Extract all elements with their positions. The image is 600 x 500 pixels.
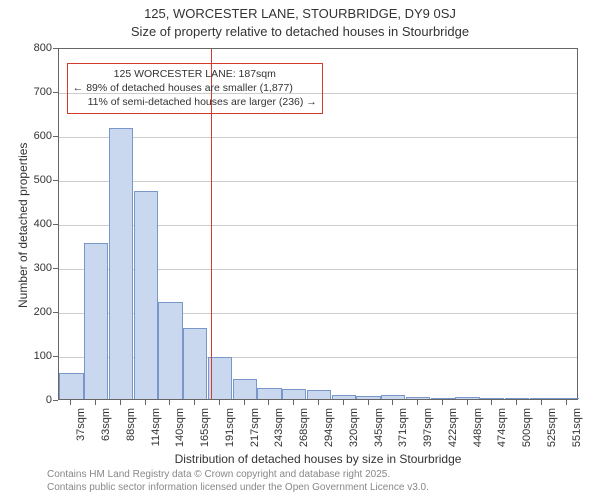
histogram-bar (356, 396, 380, 399)
grid-line (59, 181, 577, 182)
x-tick-label: 422sqm (447, 408, 459, 458)
y-tick-mark (53, 356, 58, 357)
histogram-bar (183, 328, 207, 399)
histogram-bar (282, 389, 306, 399)
histogram-bar (109, 128, 133, 399)
y-tick-mark (53, 400, 58, 401)
y-tick-mark (53, 268, 58, 269)
histogram-bar (59, 373, 83, 399)
grid-line (59, 137, 577, 138)
x-tick-mark (442, 400, 443, 405)
y-tick-mark (53, 136, 58, 137)
x-tick-mark (145, 400, 146, 405)
x-tick-label: 63sqm (100, 408, 112, 458)
annotation-line: 125 WORCESTER LANE: 187sqm (73, 67, 317, 81)
x-tick-label: 320sqm (348, 408, 360, 458)
x-tick-label: 217sqm (249, 408, 261, 458)
x-tick-mark (541, 400, 542, 405)
y-tick-label: 600 (18, 130, 52, 142)
chart-title-main: 125, WORCESTER LANE, STOURBRIDGE, DY9 0S… (0, 6, 600, 21)
y-tick-mark (53, 224, 58, 225)
footer-line-2: Contains public sector information licen… (47, 481, 429, 494)
x-tick-mark (194, 400, 195, 405)
x-tick-label: 448sqm (472, 408, 484, 458)
y-tick-label: 400 (18, 218, 52, 230)
plot-area: 125 WORCESTER LANE: 187sqm← 89% of detac… (58, 48, 578, 400)
annotation-box: 125 WORCESTER LANE: 187sqm← 89% of detac… (67, 63, 323, 114)
y-tick-label: 500 (18, 174, 52, 186)
x-tick-mark (467, 400, 468, 405)
y-tick-label: 0 (18, 394, 52, 406)
x-tick-mark (368, 400, 369, 405)
x-tick-mark (392, 400, 393, 405)
histogram-bar (530, 398, 554, 399)
x-tick-mark (169, 400, 170, 405)
x-tick-mark (219, 400, 220, 405)
x-tick-mark (318, 400, 319, 405)
x-tick-mark (566, 400, 567, 405)
y-tick-label: 200 (18, 306, 52, 318)
x-tick-label: 191sqm (224, 408, 236, 458)
x-tick-mark (516, 400, 517, 405)
histogram-bar (431, 398, 455, 399)
annotation-line: ← 89% of detached houses are smaller (1,… (73, 81, 317, 95)
x-tick-label: 474sqm (496, 408, 508, 458)
histogram-bar (134, 191, 158, 399)
histogram-bar (455, 397, 479, 399)
x-tick-label: 371sqm (397, 408, 409, 458)
x-tick-label: 294sqm (323, 408, 335, 458)
histogram-bar (406, 397, 430, 399)
x-tick-label: 525sqm (546, 408, 558, 458)
x-tick-label: 500sqm (521, 408, 533, 458)
y-tick-mark (53, 48, 58, 49)
x-tick-label: 165sqm (199, 408, 211, 458)
x-tick-label: 140sqm (174, 408, 186, 458)
x-tick-label: 88sqm (125, 408, 137, 458)
x-tick-label: 243sqm (273, 408, 285, 458)
x-tick-label: 345sqm (373, 408, 385, 458)
y-tick-mark (53, 92, 58, 93)
x-tick-mark (268, 400, 269, 405)
histogram-bar (332, 395, 356, 399)
x-tick-label: 551sqm (571, 408, 583, 458)
chart-container: 125, WORCESTER LANE, STOURBRIDGE, DY9 0S… (0, 0, 600, 500)
y-tick-label: 100 (18, 350, 52, 362)
histogram-bar (307, 390, 331, 399)
histogram-bar (257, 388, 281, 399)
footer-line-1: Contains HM Land Registry data © Crown c… (47, 468, 429, 481)
y-tick-mark (53, 180, 58, 181)
y-tick-label: 700 (18, 86, 52, 98)
histogram-bar (505, 398, 529, 399)
x-tick-label: 37sqm (75, 408, 87, 458)
footer-attribution: Contains HM Land Registry data © Crown c… (47, 468, 429, 494)
x-tick-label: 268sqm (298, 408, 310, 458)
histogram-bar (480, 398, 504, 399)
annotation-line: 11% of semi-detached houses are larger (… (73, 95, 317, 109)
chart-title-sub: Size of property relative to detached ho… (0, 24, 600, 39)
x-tick-mark (120, 400, 121, 405)
histogram-bar (381, 395, 405, 399)
x-tick-mark (70, 400, 71, 405)
x-tick-mark (244, 400, 245, 405)
x-tick-mark (95, 400, 96, 405)
x-tick-mark (343, 400, 344, 405)
y-tick-label: 800 (18, 42, 52, 54)
x-tick-mark (293, 400, 294, 405)
histogram-bar (84, 243, 108, 399)
x-tick-mark (491, 400, 492, 405)
histogram-bar (554, 398, 578, 399)
histogram-bar (233, 379, 257, 399)
y-tick-label: 300 (18, 262, 52, 274)
x-tick-label: 114sqm (150, 408, 162, 458)
x-tick-label: 397sqm (422, 408, 434, 458)
y-tick-mark (53, 312, 58, 313)
x-tick-mark (417, 400, 418, 405)
histogram-bar (158, 302, 182, 399)
